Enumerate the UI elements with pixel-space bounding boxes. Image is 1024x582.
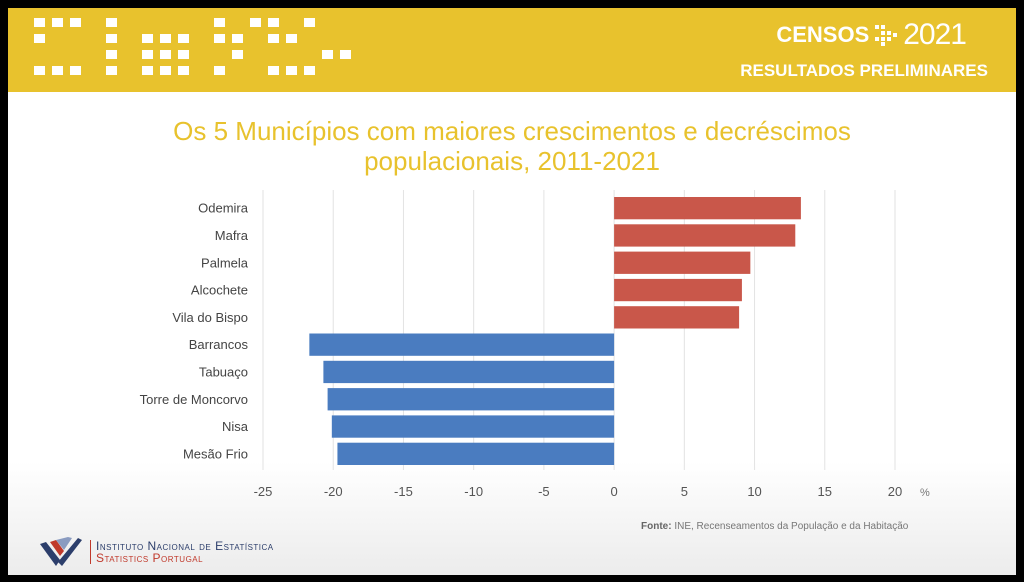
logo-pixel (286, 34, 297, 43)
logo-pixel (34, 34, 45, 43)
logo-pixel (142, 34, 153, 43)
logo-pixel (250, 18, 261, 27)
category-label: Tabuaço (199, 364, 248, 379)
source-note: Fonte: INE, Recenseamentos da População … (641, 521, 908, 532)
bar-mes-o-frio (337, 442, 615, 465)
bar-palmela (614, 251, 751, 274)
logo-pixel (70, 18, 81, 27)
logo-pixel (322, 50, 333, 59)
category-label: Nisa (222, 419, 249, 434)
bar-vila-do-bispo (614, 306, 740, 329)
x-tick-label: 15 (818, 484, 832, 499)
logo-pixel (106, 50, 117, 59)
bar-chart: -25 -20 -15 -10 -5 0 5 10 15 20 % Odemira Mafra Palme… (140, 190, 930, 499)
x-tick-label: 5 (681, 484, 688, 499)
censos-arrow-icon (875, 25, 898, 46)
chart-title-line-1: Os 5 Municípios com maiores crescimentos… (173, 116, 851, 146)
x-tick-label: 20 (888, 484, 902, 499)
censos-logo: CENSOS 2021 (776, 18, 967, 52)
org-name: Instituto Nacional de Estatística (96, 539, 274, 553)
logo-pixel (268, 66, 279, 75)
x-tick-label: -5 (538, 484, 550, 499)
x-tick-label: 10 (747, 484, 761, 499)
category-label: Vila do Bispo (172, 310, 248, 325)
logo-pixel (178, 66, 189, 75)
header-subtitle: RESULTADOS PRELIMINARES (740, 61, 988, 80)
category-label: Torre de Moncorvo (140, 392, 248, 407)
slide: CENSOS 2021 RESULTADOS PRELIMINARES Os 5… (8, 8, 1016, 575)
org-name-en: Statistics Portugal (96, 551, 204, 565)
source-label: Fonte: (641, 521, 672, 532)
bar-alcochete (614, 278, 742, 302)
censos-brand: CENSOS (776, 22, 870, 47)
logo-pixel (214, 34, 225, 43)
bar-nisa (331, 415, 615, 438)
bar-odemira (614, 197, 801, 220)
logo-pixel (142, 50, 153, 59)
bar-tabua-o (323, 360, 615, 384)
logo-pixel (340, 50, 351, 59)
logo-pixel (106, 34, 117, 43)
logo-pixel (34, 18, 45, 27)
logo-pixel (178, 34, 189, 43)
ine-check-icon (40, 537, 82, 566)
logo-pixel (106, 18, 117, 27)
pixel-logo (34, 18, 351, 75)
x-tick-label: 0 (610, 484, 617, 499)
censos-year: 2021 (903, 18, 967, 51)
logo-pixel (214, 18, 225, 27)
logo-pixel (160, 66, 171, 75)
logo-pixel (178, 50, 189, 59)
category-label: Mafra (215, 228, 249, 243)
bar-torre-de-moncorvo (327, 388, 615, 411)
logo-pixel (214, 66, 225, 75)
logo-pixel (52, 18, 63, 27)
header-banner: CENSOS 2021 RESULTADOS PRELIMINARES (8, 8, 1016, 92)
logo-pixel (70, 66, 81, 75)
ine-logo: Instituto Nacional de Estatística Statis… (38, 536, 274, 568)
x-tick-label: -25 (254, 484, 273, 499)
category-label: Alcochete (191, 283, 248, 298)
logo-pixel (304, 18, 315, 27)
logo-pixel (106, 66, 117, 75)
logo-pixel (304, 66, 315, 75)
chart-title: Os 5 Municípios com maiores crescimentos… (8, 116, 1016, 176)
bar-barrancos (309, 333, 615, 356)
logo-pixel (232, 34, 243, 43)
source-text: INE, Recenseamentos da População e da Ha… (671, 521, 909, 532)
logo-pixel (52, 66, 63, 75)
category-label: Mesão Frio (183, 446, 248, 461)
logo-pixel (34, 66, 45, 75)
x-tick-label: -20 (324, 484, 343, 499)
logo-pixel (232, 50, 243, 59)
logo-pixel (268, 18, 279, 27)
chart-title-line-2: populacionais, 2011-2021 (364, 146, 660, 176)
bar-mafra (614, 224, 796, 247)
logo-pixel (160, 34, 171, 43)
logo-pixel (160, 50, 171, 59)
logo-pixel (268, 34, 279, 43)
x-unit-label: % (920, 487, 930, 499)
x-tick-label: -10 (464, 484, 483, 499)
category-label: Palmela (201, 255, 249, 270)
logo-pixel (142, 66, 153, 75)
category-label: Odemira (198, 201, 249, 216)
category-label: Barrancos (189, 337, 249, 352)
logo-pixel (286, 66, 297, 75)
x-tick-label: -15 (394, 484, 413, 499)
